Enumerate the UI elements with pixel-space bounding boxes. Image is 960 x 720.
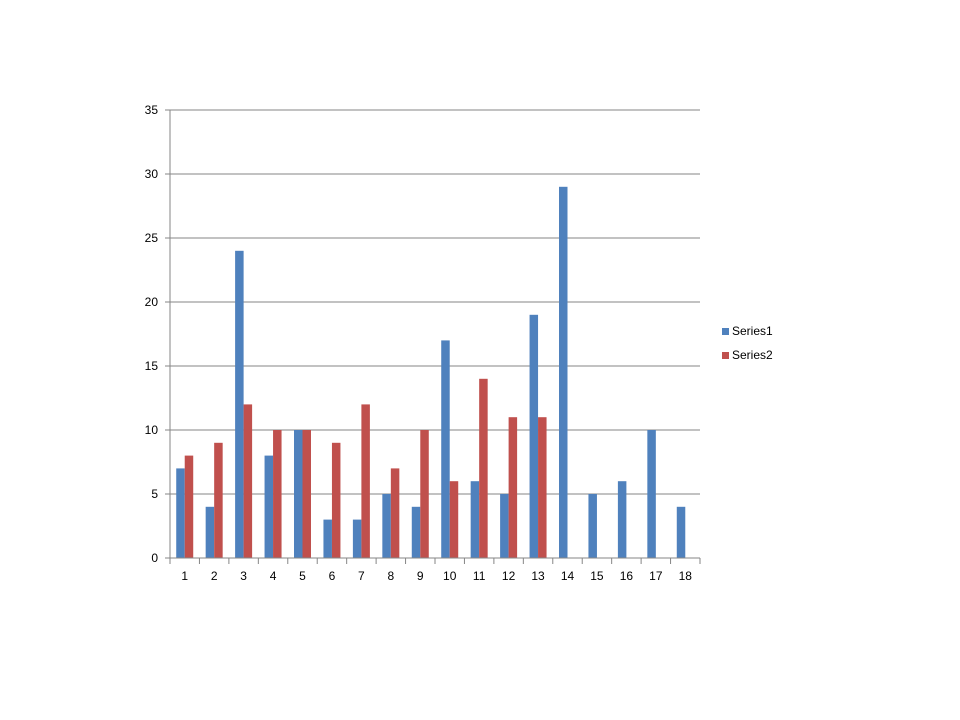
bar-series2-4 xyxy=(273,430,282,558)
axes xyxy=(165,109,701,564)
x-tick-label: 10 xyxy=(443,569,457,583)
bar-series1-15 xyxy=(588,494,597,558)
x-tick-label: 8 xyxy=(387,569,394,583)
bar-series1-2 xyxy=(205,506,215,558)
bar-series1-5 xyxy=(294,430,303,558)
bar-series1-4 xyxy=(264,455,274,558)
x-tick-label: 9 xyxy=(417,569,424,583)
bar-series2-13 xyxy=(538,417,547,558)
y-tick-label: 5 xyxy=(151,487,158,501)
legend-swatch xyxy=(722,328,729,335)
x-tick-label: 2 xyxy=(211,569,218,583)
bars xyxy=(176,186,686,559)
bar-series1-3 xyxy=(235,250,244,559)
y-axis-ticks: 0 5 10 15 20 25 30 35 xyxy=(145,103,159,565)
bar-series1-11 xyxy=(470,481,480,558)
bar-series1-8 xyxy=(382,494,391,558)
legend: Series1 Series2 xyxy=(722,324,773,362)
bar-series2-7 xyxy=(361,404,370,558)
bar-series1-7 xyxy=(352,519,362,558)
bar-series2-5 xyxy=(302,430,311,558)
x-tick-label: 18 xyxy=(679,569,693,583)
x-tick-label: 5 xyxy=(299,569,306,583)
bar-series2-12 xyxy=(508,417,518,558)
x-tick-label: 16 xyxy=(620,569,634,583)
y-tick-label: 25 xyxy=(145,231,159,245)
x-tick-label: 17 xyxy=(649,569,663,583)
x-tick-label: 3 xyxy=(240,569,247,583)
gridlines xyxy=(170,109,700,495)
y-tick-label: 0 xyxy=(151,551,158,565)
bar-series1-14 xyxy=(559,186,568,559)
x-tick-label: 13 xyxy=(531,569,545,583)
bar-series2-6 xyxy=(331,442,341,558)
x-tick-label: 4 xyxy=(270,569,277,583)
bar-series2-9 xyxy=(420,430,429,558)
y-tick-label: 30 xyxy=(145,167,159,181)
bar-series2-11 xyxy=(479,378,488,558)
bar-series1-1 xyxy=(176,468,185,558)
bar-series1-17 xyxy=(647,430,656,558)
bar-series2-3 xyxy=(243,404,253,558)
x-tick-label: 12 xyxy=(502,569,516,583)
bar-series1-13 xyxy=(529,314,539,558)
legend-label: Series2 xyxy=(732,348,773,362)
legend-swatch xyxy=(722,352,729,359)
y-tick-label: 20 xyxy=(145,295,159,309)
bar-series2-2 xyxy=(214,442,223,558)
bar-series1-9 xyxy=(411,506,421,558)
legend-label: Series1 xyxy=(732,324,773,338)
bar-series2-1 xyxy=(184,455,194,558)
bar-series1-12 xyxy=(500,494,509,558)
bar-series1-16 xyxy=(617,481,627,558)
x-tick-label: 15 xyxy=(590,569,604,583)
x-axis-ticks: 1 2 3 4 5 6 7 8 9 10 11 12 13 14 15 16 17 18 xyxy=(181,569,692,583)
y-tick-label: 15 xyxy=(145,359,159,373)
bar-series1-10 xyxy=(441,340,450,558)
x-tick-label: 6 xyxy=(329,569,336,583)
bar-series2-10 xyxy=(449,481,459,558)
bar-series2-8 xyxy=(390,468,400,558)
bar-series1-18 xyxy=(676,506,686,558)
x-tick-label: 1 xyxy=(181,569,188,583)
x-tick-label: 14 xyxy=(561,569,575,583)
y-tick-label: 35 xyxy=(145,103,159,117)
y-tick-label: 10 xyxy=(145,423,159,437)
bar-series1-6 xyxy=(323,519,332,558)
x-tick-label: 7 xyxy=(358,569,365,583)
x-tick-label: 11 xyxy=(473,569,486,583)
